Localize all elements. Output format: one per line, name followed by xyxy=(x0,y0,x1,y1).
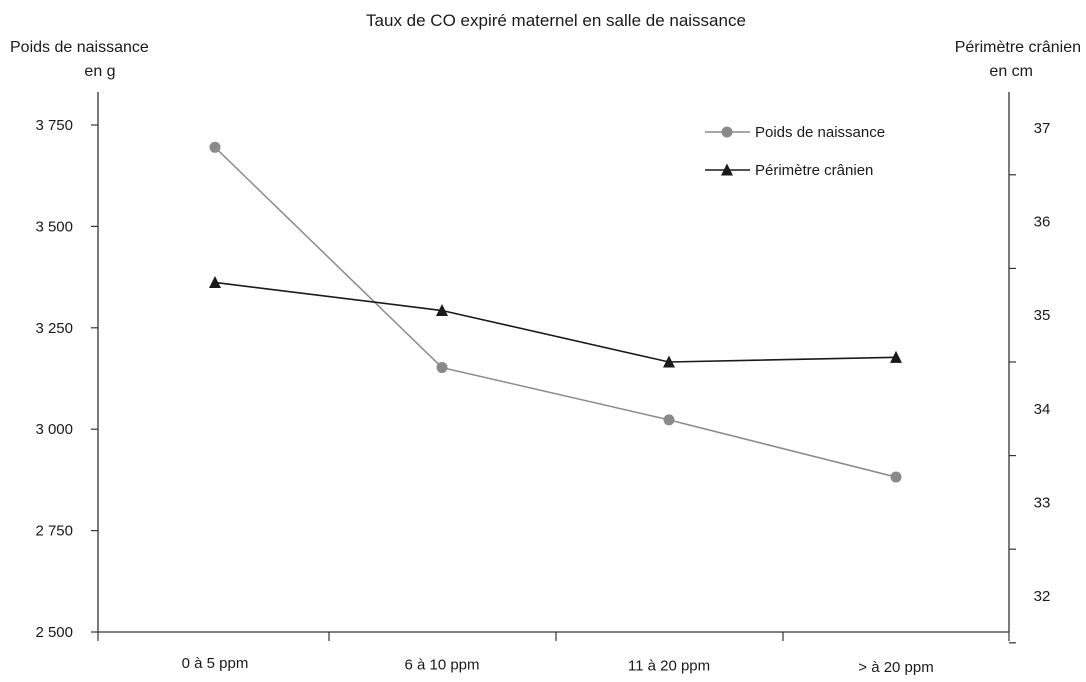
point-circle-marker xyxy=(209,141,221,153)
right-tick-label: 32 xyxy=(1034,588,1051,605)
legend-marker-icon xyxy=(721,163,733,176)
left-tick-label: 3 500 xyxy=(35,218,73,235)
series-perimetre-cranien xyxy=(209,275,902,368)
left-tick-label: 2 750 xyxy=(35,523,73,540)
x-axis-ticks: 0 à 5 ppm 6 à 10 ppm 11 à 20 ppm > à 20 ppm xyxy=(97,632,1010,676)
left-tick-label: 2 500 xyxy=(35,624,73,641)
left-axis-title-line-1: Poids de naissance xyxy=(10,39,149,56)
series-poids-de-naissance xyxy=(209,141,902,483)
right-tick-label: 34 xyxy=(1034,401,1051,418)
chart-title: Taux de CO expiré maternel en salle de n… xyxy=(366,11,746,30)
point-triangle-marker xyxy=(663,355,675,368)
legend: Poids de naissance Périmètre crânien xyxy=(705,124,885,179)
x-category-label: 0 à 5 ppm xyxy=(182,655,249,672)
right-axis-title-line-2: en cm xyxy=(989,63,1033,80)
point-circle-marker xyxy=(663,414,675,426)
legend-label: Périmètre crânien xyxy=(755,162,873,179)
point-triangle-marker xyxy=(890,350,902,363)
left-tick-label: 3 250 xyxy=(35,320,73,337)
x-category-label: > à 20 ppm xyxy=(858,659,933,676)
legend-item: Périmètre crânien xyxy=(705,162,873,179)
left-axis-ticks: 2 500 2 750 3 000 3 250 3 500 3 750 xyxy=(35,117,98,641)
right-tick-label: 33 xyxy=(1034,494,1051,511)
right-tick-label: 35 xyxy=(1034,307,1051,324)
legend-marker-icon xyxy=(721,126,733,138)
left-tick-label: 3 000 xyxy=(35,421,73,438)
point-triangle-marker xyxy=(209,275,221,288)
series-line xyxy=(214,146,897,478)
point-circle-marker xyxy=(890,471,902,483)
x-category-label: 11 à 20 ppm xyxy=(628,658,710,675)
right-tick-label: 36 xyxy=(1034,214,1051,231)
series-layer xyxy=(209,141,902,483)
point-triangle-marker xyxy=(436,304,448,317)
right-axis-title-line-1: Périmètre crânien xyxy=(955,39,1081,56)
x-category-label: 6 à 10 ppm xyxy=(404,656,479,673)
point-circle-marker xyxy=(436,362,448,374)
legend-label: Poids de naissance xyxy=(755,124,885,141)
legend-item: Poids de naissance xyxy=(705,124,885,141)
right-axis-ticks: 32 33 34 35 36 37 xyxy=(1009,120,1051,644)
series-line xyxy=(214,281,897,363)
left-tick-label: 3 750 xyxy=(35,117,73,134)
left-axis-title-line-2: en g xyxy=(84,63,115,80)
right-tick-label: 37 xyxy=(1034,120,1051,137)
